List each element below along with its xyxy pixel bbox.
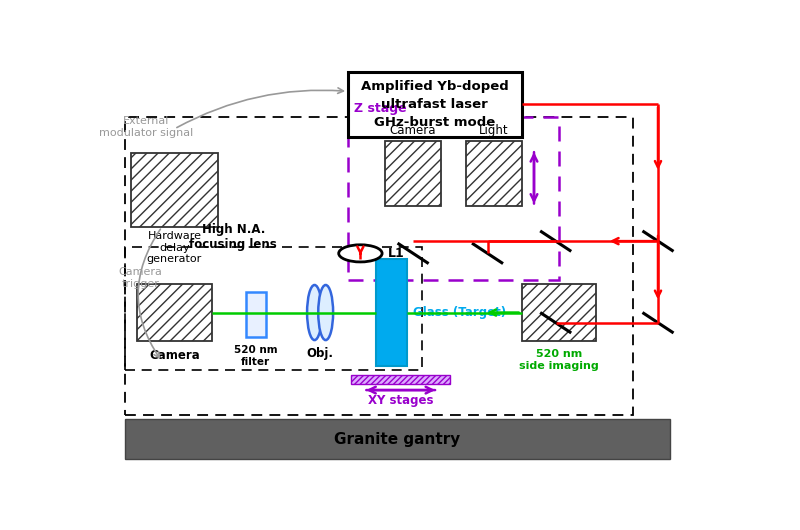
Bar <box>125 117 634 414</box>
Bar <box>348 117 558 280</box>
Text: Obj.: Obj. <box>306 347 334 360</box>
Text: Camera
trigger: Camera trigger <box>118 267 162 289</box>
Ellipse shape <box>318 285 333 340</box>
Text: Amplified Yb-doped
ultrafast laser
GHz-burst mode: Amplified Yb-doped ultrafast laser GHz-b… <box>361 80 509 129</box>
Bar <box>376 260 407 366</box>
Text: XY stages: XY stages <box>368 394 434 407</box>
Bar <box>125 247 422 370</box>
Text: Camera: Camera <box>390 124 436 137</box>
Bar <box>138 284 211 341</box>
Ellipse shape <box>338 245 382 262</box>
Bar <box>386 141 441 206</box>
Text: L1: L1 <box>388 247 405 260</box>
Bar <box>522 284 596 341</box>
Text: Camera: Camera <box>149 349 200 363</box>
Bar <box>348 72 522 137</box>
Text: Glass (Target): Glass (Target) <box>413 306 506 319</box>
Ellipse shape <box>307 285 322 340</box>
Text: Hardware
delay
generator: Hardware delay generator <box>146 231 202 264</box>
Bar <box>351 375 450 384</box>
Text: 520 nm
side imaging: 520 nm side imaging <box>519 349 598 371</box>
Text: 520 nm
filter: 520 nm filter <box>234 345 278 367</box>
Bar <box>125 419 670 460</box>
Text: High N.A.
focusing lens: High N.A. focusing lens <box>190 223 277 251</box>
Bar <box>246 292 266 337</box>
Bar <box>466 141 522 206</box>
Text: Z stage: Z stage <box>354 102 407 114</box>
Bar <box>131 153 218 227</box>
Text: External
modulator signal: External modulator signal <box>99 116 194 138</box>
Text: Light: Light <box>479 124 509 137</box>
Text: Granite gantry: Granite gantry <box>334 431 461 447</box>
